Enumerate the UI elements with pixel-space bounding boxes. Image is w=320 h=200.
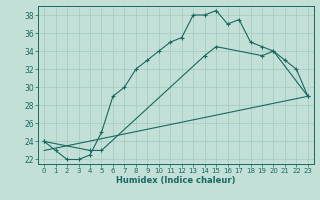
X-axis label: Humidex (Indice chaleur): Humidex (Indice chaleur) xyxy=(116,176,236,185)
